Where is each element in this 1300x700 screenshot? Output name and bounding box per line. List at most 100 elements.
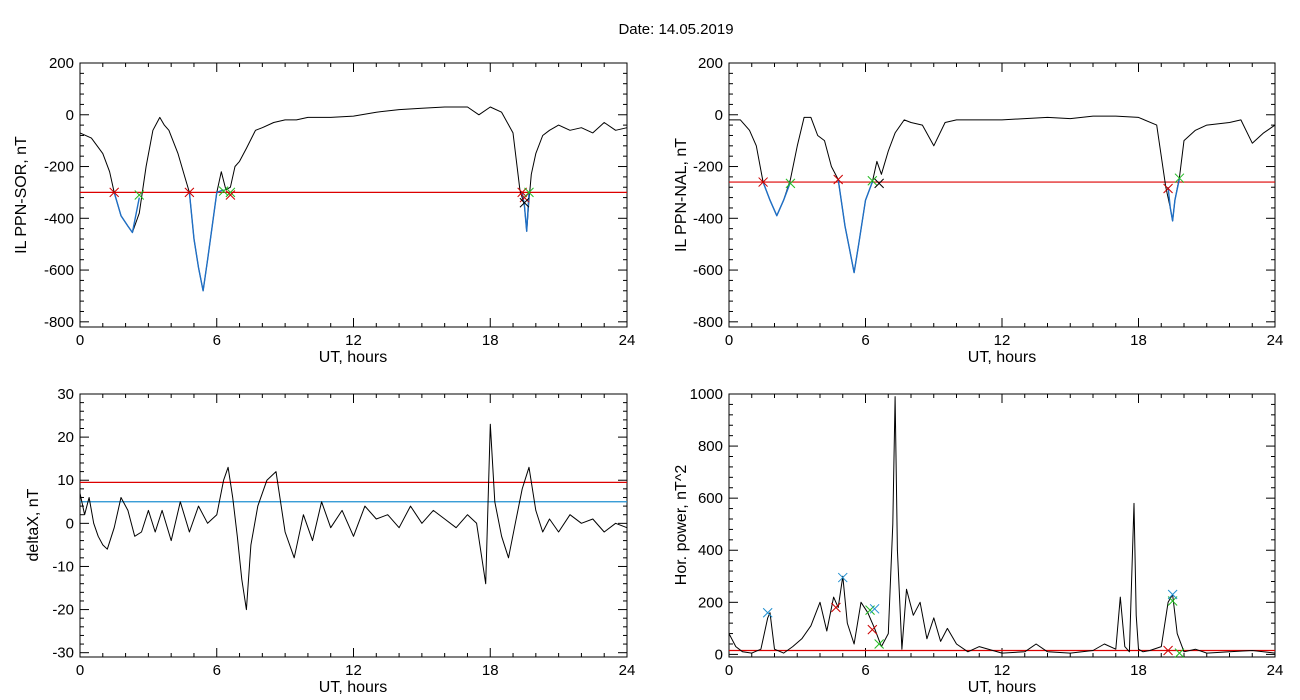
cross-marker [869,603,880,614]
cross-marker [874,178,885,189]
cross-marker [1167,589,1178,600]
x-tick-label: 12 [994,662,1011,679]
highlighted-segment [762,181,792,217]
cross-marker [1174,173,1185,184]
plot-frame [728,62,1276,328]
cross-marker-stroke [524,187,534,198]
x-tick-label: 12 [345,332,362,349]
cross-marker [867,175,878,186]
cross-marker-stroke [225,190,236,200]
y-tick-label: -30 [52,645,74,662]
cross-marker [833,174,844,185]
y-tick-label: 200 [698,594,723,611]
x-tick-label: 0 [725,662,733,679]
cross-marker-stroke [517,187,528,198]
plot-frame [79,393,628,658]
y-tick-label: 1000 [690,386,723,403]
cross-marker [524,187,534,198]
cross-marker [837,572,848,583]
cross-marker [134,190,145,200]
highlighted-segment [113,192,140,234]
y-tick-label: 600 [698,490,723,507]
x-tick-label: 24 [619,332,636,349]
y-tick-label: -200 [693,159,723,176]
cross-marker [1163,645,1173,656]
x-tick-label: 0 [725,332,733,349]
x-tick-label: 6 [861,662,869,679]
chart-panel-sor: UT, hours IL PPN-SOR, nT 0 6 12 18 24 -800 -60… [13,55,635,366]
data-line [729,115,1276,274]
highlighted-segment [188,189,224,292]
y-tick-label: 400 [698,542,723,559]
x-tick-label: 12 [994,332,1011,349]
data-line [79,106,628,292]
cross-marker [867,624,878,635]
x-axis-label: UT, hours [319,679,387,696]
x-tick-label: 24 [1267,332,1284,349]
x-tick-label: 6 [213,662,221,679]
y-tick-label: 800 [698,438,723,455]
cross-marker-stroke [519,197,530,208]
x-tick-label: 0 [76,662,84,679]
cross-marker-stroke [758,177,768,187]
cross-marker-stroke [869,603,880,614]
cross-marker-stroke [225,187,236,198]
cross-marker [517,187,528,198]
x-tick-label: 24 [1267,662,1284,679]
y-tick-label: -800 [44,314,74,331]
x-tick-label: 6 [213,332,221,349]
cross-marker [874,639,885,649]
y-tick-label: 0 [66,515,74,532]
x-tick-label: 18 [1130,332,1147,349]
cross-marker-stroke [184,187,195,198]
y-tick-label: 0 [66,107,74,124]
cross-marker [1174,648,1185,658]
y-tick-label: -400 [44,210,74,227]
y-tick-label: 10 [57,472,74,489]
cross-marker [109,187,120,198]
cross-marker-stroke [874,639,885,649]
data-line [79,423,628,611]
cross-marker-stroke [762,607,773,618]
y-tick-label: -600 [693,262,723,279]
x-tick-label: 18 [482,332,499,349]
cross-marker-stroke [833,174,844,185]
x-axis-label: UT, hours [968,679,1036,696]
y-tick-label: -800 [693,314,723,331]
y-tick-label: 200 [49,55,74,72]
chart-panel-nal: UT, hours IL PPN-NAL, nT 0 6 12 18 24 -800 -60… [673,55,1283,366]
cross-marker-stroke [1167,589,1178,600]
cross-marker-stroke [109,187,120,198]
cross-marker-stroke [1174,648,1185,658]
highlighted-segment [837,179,873,274]
plot-frame [79,62,628,328]
x-tick-label: 12 [345,662,362,679]
y-tick-label: -400 [693,210,723,227]
x-tick-label: 18 [1130,662,1147,679]
cross-marker [831,602,841,613]
y-axis-label: deltaX, nT [25,488,42,561]
chart-panel-deltax: UT, hours deltaX, nT 0 6 12 18 24 -30 -20 -10 0 1… [25,386,635,696]
cross-marker [184,187,195,198]
x-axis-label: UT, hours [319,349,387,366]
cross-marker-stroke [1163,645,1173,656]
y-tick-label: -200 [44,159,74,176]
cross-marker [762,607,773,618]
cross-marker [758,177,768,187]
x-tick-label: 24 [619,662,636,679]
cross-marker [225,190,236,200]
chart-panel-power: UT, hours Hor. power, nT^2 0 6 12 18 24 0 200 4… [673,386,1283,696]
y-tick-label: 0 [715,107,723,124]
y-tick-label: 20 [57,429,74,446]
data-line [728,396,1276,654]
x-axis-label: UT, hours [968,349,1036,366]
cross-marker-stroke [1174,173,1185,184]
y-tick-label: -20 [52,602,74,619]
cross-marker-stroke [874,178,885,189]
y-axis-label: IL PPN-NAL, nT [673,138,690,252]
cross-marker [225,187,236,198]
highlighted-segment [1167,178,1181,222]
y-tick-label: -600 [44,262,74,279]
y-tick-label: 0 [715,646,723,663]
